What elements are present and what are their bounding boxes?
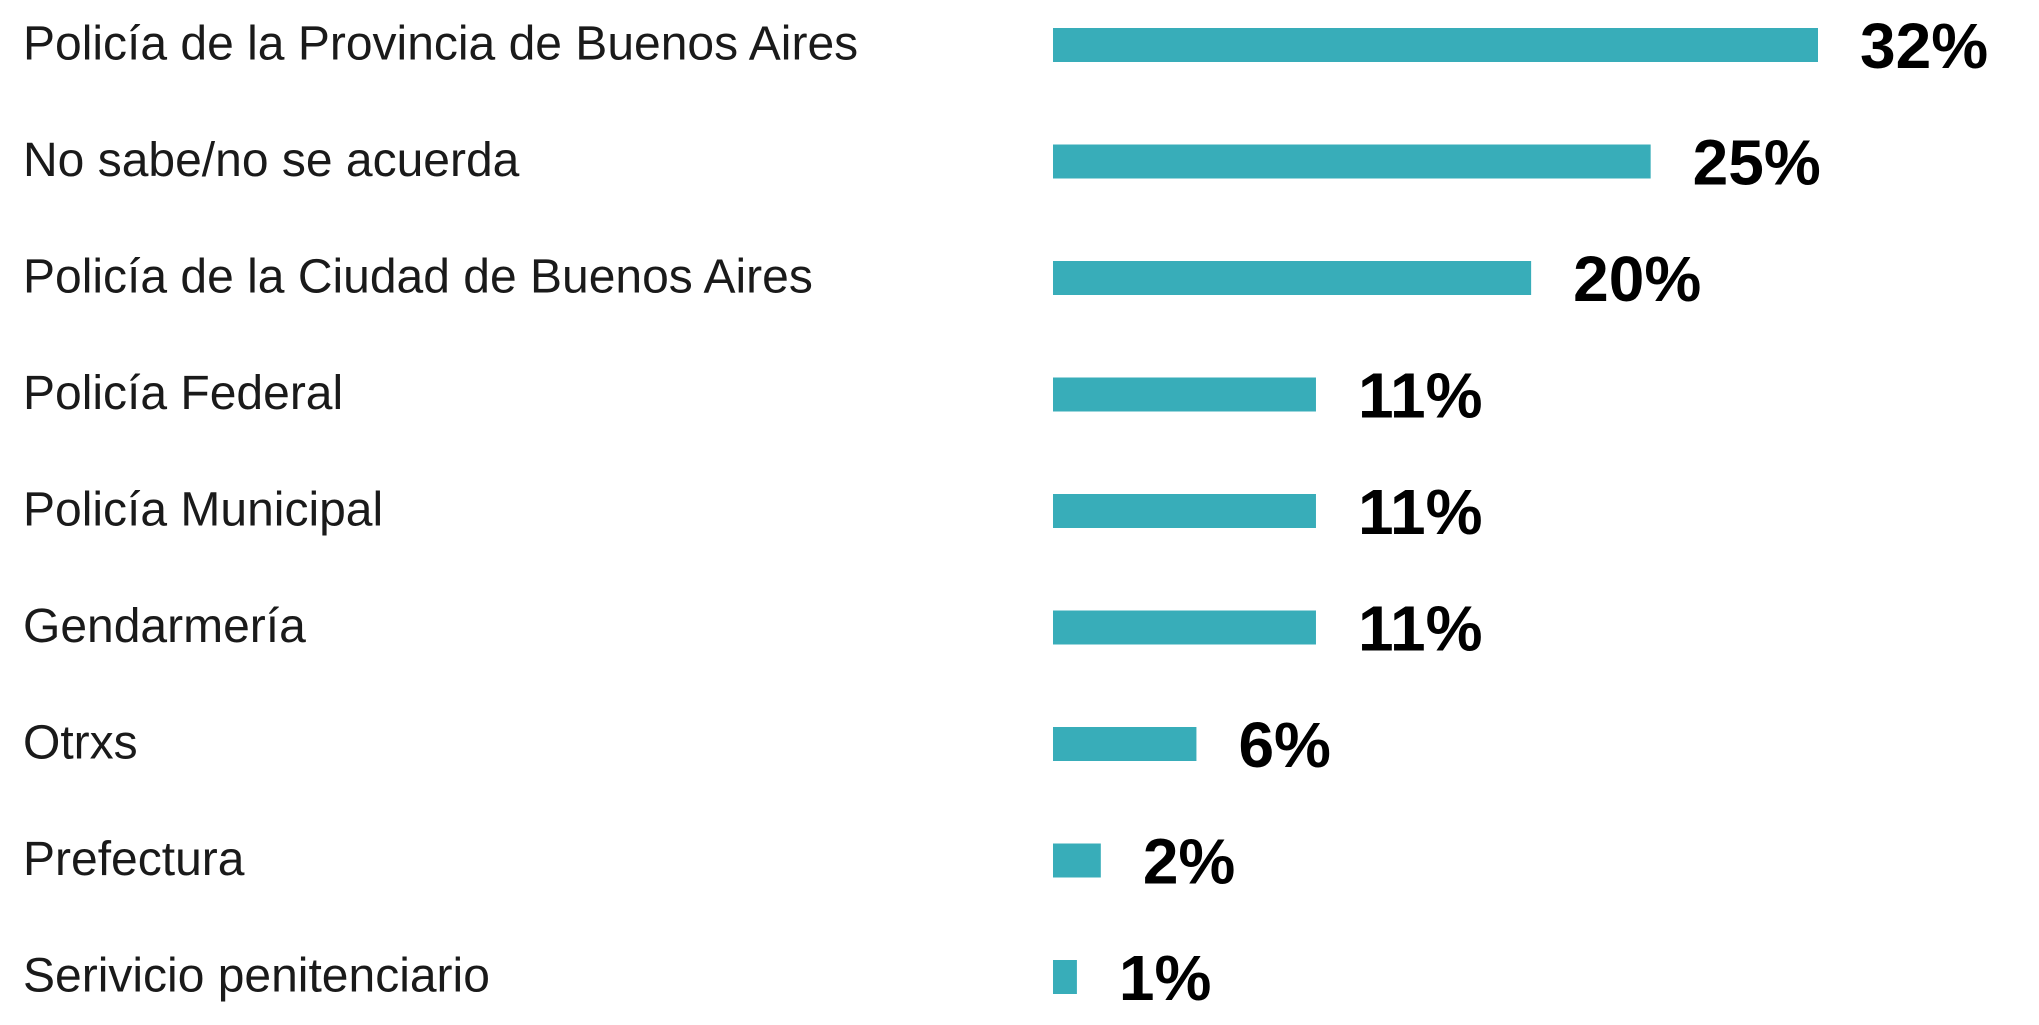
category-label: Gendarmería bbox=[23, 600, 306, 653]
value-label: 11% bbox=[1358, 359, 1483, 431]
category-label: Policía Municipal bbox=[23, 484, 383, 537]
category-label: No sabe/no se acuerda bbox=[23, 134, 520, 187]
bar bbox=[1053, 727, 1197, 761]
bar bbox=[1053, 610, 1316, 645]
value-label: 25% bbox=[1693, 126, 1821, 198]
value-label: 6% bbox=[1238, 709, 1331, 781]
value-label: 20% bbox=[1573, 243, 1701, 315]
value-label: 32% bbox=[1860, 10, 1988, 82]
value-label: 1% bbox=[1119, 942, 1212, 1014]
bar bbox=[1053, 377, 1316, 412]
bar bbox=[1053, 494, 1316, 528]
category-label: Policía de la Ciudad de Buenos Aires bbox=[23, 251, 813, 304]
category-label: Otrxs bbox=[23, 717, 138, 770]
bar bbox=[1053, 960, 1077, 994]
value-label: 2% bbox=[1143, 825, 1236, 897]
bar bbox=[1053, 261, 1532, 295]
bar bbox=[1053, 843, 1101, 878]
value-label: 11% bbox=[1358, 592, 1483, 664]
value-label: 11% bbox=[1358, 476, 1483, 548]
bar bbox=[1053, 28, 1818, 62]
bar bbox=[1053, 144, 1651, 179]
category-label: Policía de la Provincia de Buenos Aires bbox=[23, 18, 858, 71]
category-label: Prefectura bbox=[23, 833, 245, 886]
category-label: Policía Federal bbox=[23, 367, 343, 420]
category-label: Serivicio penitenciario bbox=[23, 950, 490, 1003]
